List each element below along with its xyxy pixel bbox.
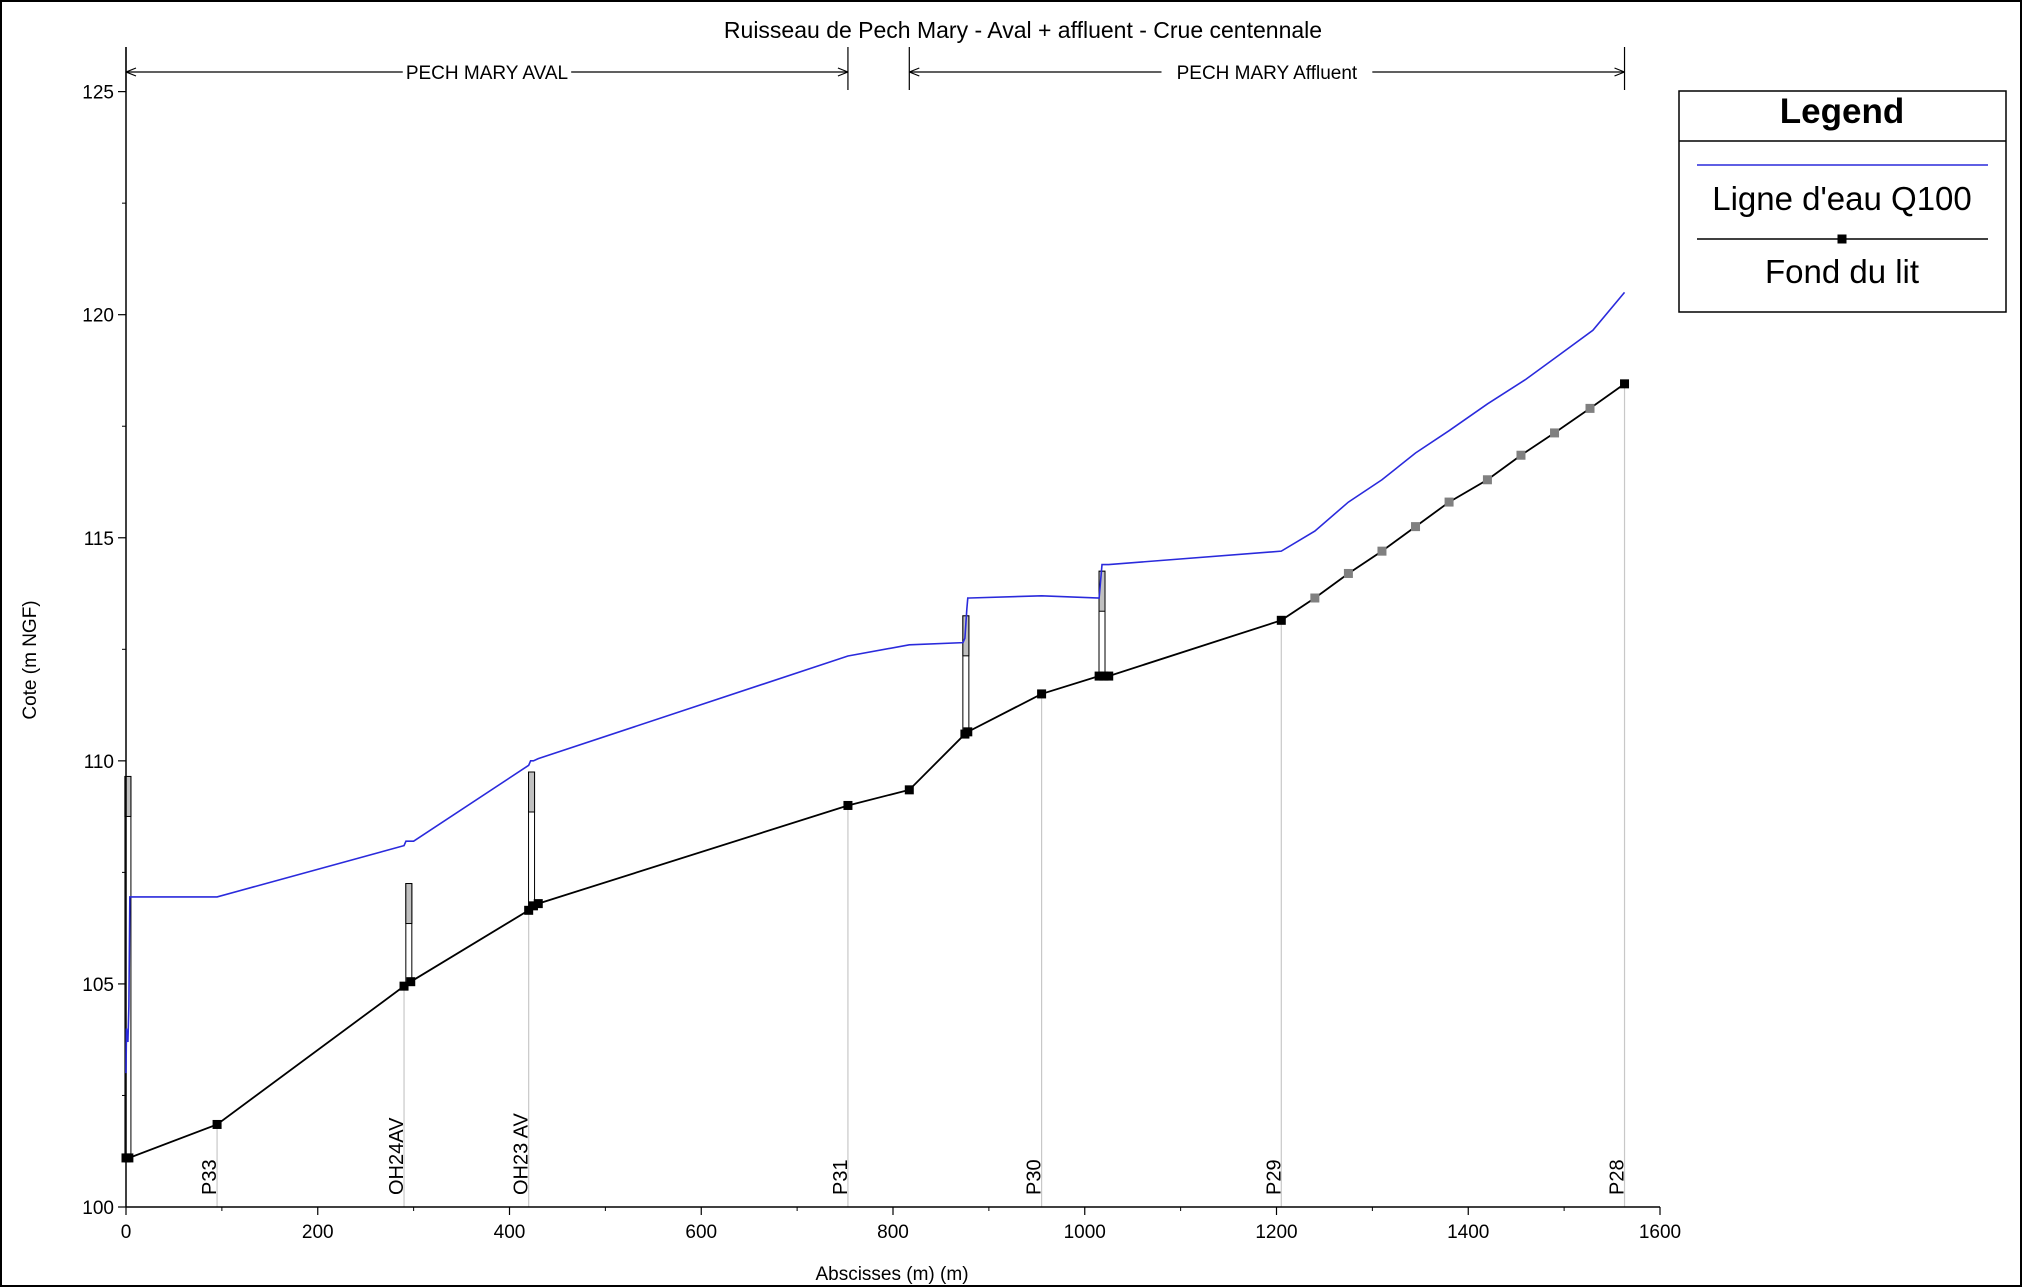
bed-point: [1377, 546, 1387, 556]
x-tick-label: 0: [121, 1222, 132, 1243]
series: [121, 291, 1630, 1163]
profile-label: OH23 AV: [511, 1112, 533, 1195]
profile-lines: P33 OH24AV OH23 AV P31 P30 P29 P28: [199, 383, 1629, 1207]
bed-point: [1444, 497, 1454, 507]
bed-point: [1099, 671, 1109, 681]
x-axis-label: Abscisses (m) (m): [815, 1264, 968, 1285]
x-tick-label: 800: [877, 1222, 909, 1243]
bed-point: [1276, 615, 1286, 625]
bed-point: [1310, 593, 1320, 603]
bed-point: [212, 1119, 222, 1129]
bed-point: [1037, 689, 1047, 699]
reach-label: PECH MARY AVAL: [406, 63, 568, 84]
bed-point: [524, 905, 534, 915]
profile-label: P30: [1024, 1159, 1046, 1195]
x-tick-label: 200: [302, 1222, 334, 1243]
bed-point: [1343, 568, 1353, 578]
profile-label: OH24AV: [386, 1117, 408, 1195]
x-tick-label: 600: [685, 1222, 717, 1243]
legend-box: [1678, 90, 2007, 313]
y-tick-label: 110: [84, 752, 114, 773]
y-tick-label: 115: [84, 529, 114, 550]
bed-point: [904, 785, 914, 795]
x-tick-label: 1000: [1064, 1222, 1106, 1243]
y-tick-label: 120: [82, 306, 114, 327]
bed-point: [1620, 379, 1630, 389]
chart-title: Ruisseau de Pech Mary - Aval + affluent …: [724, 17, 1322, 43]
x-tick-label: 1600: [1639, 1222, 1681, 1243]
profile-label: P29: [1263, 1159, 1285, 1195]
bed-point: [1411, 522, 1421, 532]
bed-point: [399, 981, 409, 991]
reach-arrowhead-left: [909, 67, 920, 77]
bed-point: [1550, 428, 1560, 438]
bed-point: [124, 1153, 134, 1163]
series-water-line: [125, 291, 1626, 1074]
bed-point: [1516, 450, 1526, 460]
profile-label: P28: [1607, 1159, 1629, 1195]
bed-point: [406, 977, 416, 987]
structure-deck-0: [124, 775, 132, 817]
axes: 0 200 400 600 800 1000 1200 1400 1600 100 105 110 11…: [82, 47, 1681, 1243]
reach-arrowhead-right: [1614, 67, 1625, 77]
reach-arrowhead-left: [125, 67, 137, 77]
bed-point: [1104, 671, 1114, 681]
bed-point: [963, 727, 973, 737]
reach-annotations: PECH MARY AVAL PECH MARY Affluent: [125, 47, 1626, 90]
bed-point: [528, 901, 538, 911]
x-tick-label: 400: [494, 1222, 526, 1243]
y-axis-label: Cote (m NGF): [20, 600, 41, 719]
bed-point: [1094, 671, 1104, 681]
bed-point: [533, 899, 543, 909]
structure-deck-2: [528, 771, 536, 813]
y-tick-label: 125: [82, 83, 114, 104]
bed-point: [1585, 403, 1595, 413]
profile-label: P31: [830, 1159, 852, 1195]
x-tick-label: 1400: [1447, 1222, 1489, 1243]
x-tick-label: 1200: [1255, 1222, 1297, 1243]
reach-label: PECH MARY Affluent: [1177, 63, 1358, 84]
legend: Legend Ligne d'eau Q100 Fond du lit: [1678, 90, 2007, 313]
legend-title: Legend: [1780, 92, 1904, 131]
legend-entry-water: Ligne d'eau Q100: [1712, 180, 1972, 217]
bed-point: [843, 800, 853, 810]
bed-point: [1482, 475, 1492, 485]
legend-marker-bed: [1837, 234, 1847, 244]
y-tick-label: 100: [82, 1198, 114, 1219]
profile-label: P33: [199, 1159, 221, 1195]
legend-entry-bed: Fond du lit: [1765, 253, 1919, 290]
structure-deck-1: [405, 883, 413, 925]
y-tick-label: 105: [82, 975, 114, 996]
reach-arrowhead-right: [837, 67, 849, 77]
